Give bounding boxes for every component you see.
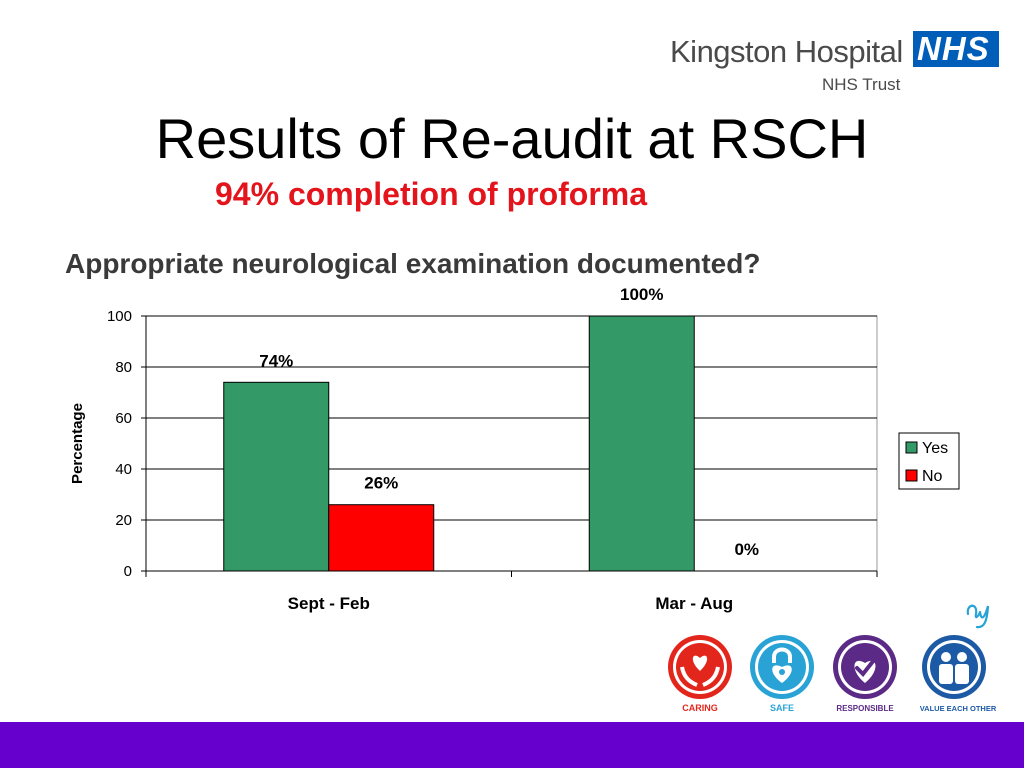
bar-chart: 0 20 40 60 80 100 Sept - Feb 74% 26% Mar - Aug 100… [69, 285, 960, 613]
y-tick-label: 60 [115, 410, 132, 427]
data-label: 26% [364, 474, 398, 493]
value-each-other-label: VALUE EACH OTHER [920, 704, 997, 713]
y-tick-label: 100 [107, 308, 132, 325]
signature-mark [962, 592, 1002, 637]
nhs-badge-text: NHS [917, 30, 990, 67]
bar-yes [223, 381, 330, 572]
y-tick-label: 20 [115, 512, 132, 529]
y-tick-label: 80 [115, 359, 132, 376]
legend-swatch-yes [905, 441, 918, 454]
y-tick-label: 40 [115, 461, 132, 478]
value-caring-badge: CARING [664, 633, 736, 720]
bar-no [328, 504, 435, 572]
page-subtitle: 94% completion of proforma [215, 176, 648, 212]
footer-bar [0, 722, 1024, 768]
value-each-other-badge: VALUE EACH OTHER [914, 633, 1004, 720]
chart-question: Appropriate neurological examination doc… [65, 248, 761, 279]
value-safe-badge: SAFE [746, 633, 818, 720]
bar-yes [588, 315, 695, 572]
value-responsible-label: RESPONSIBLE [836, 704, 894, 713]
x-tick-label: Mar - Aug [655, 594, 733, 613]
legend-label-yes: Yes [922, 440, 948, 457]
data-label: 100% [620, 285, 663, 304]
x-tick-label: Sept - Feb [288, 594, 370, 613]
y-axis-label: Percentage [69, 403, 86, 484]
value-safe-label: SAFE [770, 703, 794, 713]
data-label: 0% [734, 540, 759, 559]
value-caring-label: CARING [682, 703, 718, 713]
nhs-logo-badge: NHS [913, 30, 999, 67]
logo-org-name: Kingston Hospital [670, 34, 903, 69]
legend-label-no: No [922, 468, 943, 485]
kingston-hospital-logo: Kingston Hospital NHS Trust NHS [660, 28, 1005, 98]
legend-swatch-no [905, 469, 918, 482]
data-label: 74% [259, 351, 293, 370]
page-title: Results of Re-audit at RSCH [155, 107, 869, 170]
value-responsible-badge: RESPONSIBLE [826, 633, 904, 720]
logo-org-sub: NHS Trust [822, 75, 901, 94]
y-tick-label: 0 [124, 563, 132, 580]
